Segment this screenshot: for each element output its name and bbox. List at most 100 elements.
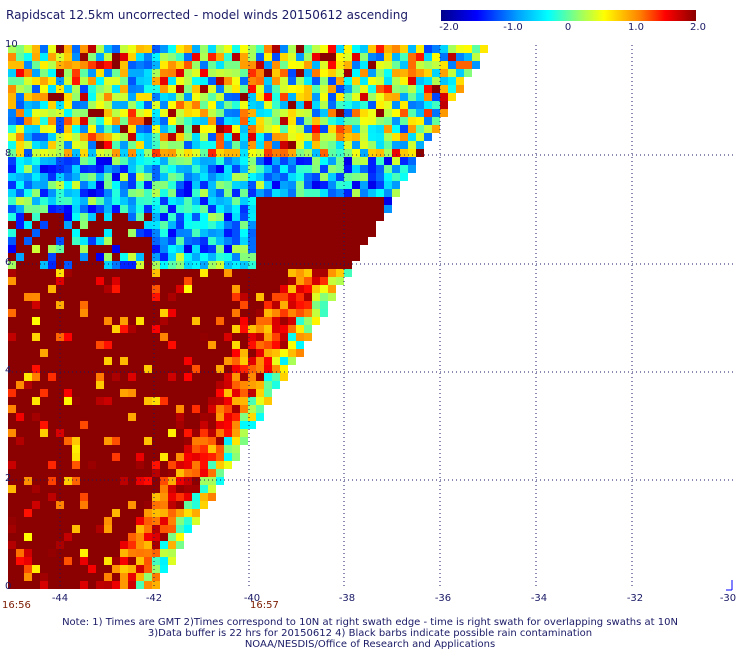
swath-cell — [112, 317, 120, 325]
swath-cell — [248, 157, 256, 165]
swath-cell — [184, 45, 192, 53]
swath-cell — [144, 285, 152, 293]
swath-cell — [192, 445, 200, 453]
swath-cell — [128, 549, 136, 557]
swath-cell — [104, 125, 112, 133]
swath-cell — [344, 221, 352, 229]
swath-cell — [72, 477, 80, 485]
swath-cell — [24, 509, 32, 517]
swath-cell — [344, 237, 352, 245]
swath-cell — [232, 133, 240, 141]
swath-cell — [424, 85, 432, 93]
swath-cell — [192, 397, 200, 405]
swath-cell — [200, 133, 208, 141]
swath-cell — [48, 109, 56, 117]
swath-cell — [72, 285, 80, 293]
swath-cell — [64, 173, 72, 181]
swath-cell — [232, 157, 240, 165]
swath-cell — [208, 213, 216, 221]
swath-cell — [200, 237, 208, 245]
swath-cell — [8, 165, 16, 173]
swath-cell — [320, 221, 328, 229]
swath-cell — [40, 525, 48, 533]
swath-cell — [160, 133, 168, 141]
swath-cell — [328, 93, 336, 101]
swath-cell — [32, 117, 40, 125]
swath-cell — [144, 541, 152, 549]
swath-cell — [152, 357, 160, 365]
swath-cell — [80, 477, 88, 485]
swath-cell — [80, 277, 88, 285]
swath-cell — [240, 125, 248, 133]
swath-cell — [336, 85, 344, 93]
swath-cell — [248, 189, 256, 197]
swath-cell — [192, 285, 200, 293]
swath-cell — [376, 197, 384, 205]
swath-cell — [32, 357, 40, 365]
swath-cell — [304, 149, 312, 157]
swath-cell — [104, 541, 112, 549]
swath-cell — [208, 421, 216, 429]
swath-cell — [80, 197, 88, 205]
swath-cell — [136, 509, 144, 517]
swath-cell — [48, 517, 56, 525]
swath-cell — [8, 133, 16, 141]
swath-cell — [136, 573, 144, 581]
swath-cell — [192, 109, 200, 117]
swath-cell — [88, 581, 96, 589]
swath-cell — [80, 541, 88, 549]
swath-cell — [72, 261, 80, 269]
swath-cell — [104, 285, 112, 293]
swath-cell — [328, 117, 336, 125]
swath-cell — [152, 317, 160, 325]
swath-cell — [248, 341, 256, 349]
swath-cell — [160, 117, 168, 125]
swath-cell — [280, 213, 288, 221]
swath-cell — [128, 533, 136, 541]
swath-cell — [8, 437, 16, 445]
swath-cell — [8, 389, 16, 397]
swath-cell — [104, 389, 112, 397]
swath-cell — [400, 61, 408, 69]
swath-cell — [32, 237, 40, 245]
swath-cell — [136, 429, 144, 437]
swath-cell — [168, 485, 176, 493]
swath-cell — [168, 45, 176, 53]
swath-cell — [128, 557, 136, 565]
swath-cell — [88, 173, 96, 181]
swath-cell — [64, 453, 72, 461]
swath-cell — [216, 133, 224, 141]
swath-cell — [8, 325, 16, 333]
swath-cell — [24, 389, 32, 397]
swath-cell — [96, 309, 104, 317]
swath-cell — [240, 229, 248, 237]
swath-cell — [128, 317, 136, 325]
swath-cell — [112, 261, 120, 269]
swath-cell — [232, 101, 240, 109]
swath-cell — [32, 293, 40, 301]
swath-cell — [64, 509, 72, 517]
swath-cell — [192, 77, 200, 85]
swath-cell — [144, 245, 152, 253]
swath-cell — [296, 149, 304, 157]
swath-cell — [128, 541, 136, 549]
swath-cell — [168, 293, 176, 301]
x-tick-44: -44 — [51, 593, 69, 604]
swath-cell — [48, 317, 56, 325]
swath-cell — [120, 317, 128, 325]
swath-cell — [312, 197, 320, 205]
swath-cell — [104, 293, 112, 301]
swath-cell — [184, 133, 192, 141]
swath-cell — [104, 565, 112, 573]
swath-cell — [88, 341, 96, 349]
swath-cell — [200, 389, 208, 397]
swath-cell — [96, 389, 104, 397]
swath-cell — [104, 493, 112, 501]
swath-cell — [8, 149, 16, 157]
swath-cell — [208, 277, 216, 285]
swath-cell — [464, 61, 472, 69]
swath-cell — [16, 277, 24, 285]
swath-cell — [296, 133, 304, 141]
swath-cell — [352, 45, 360, 53]
swath-cell — [168, 413, 176, 421]
